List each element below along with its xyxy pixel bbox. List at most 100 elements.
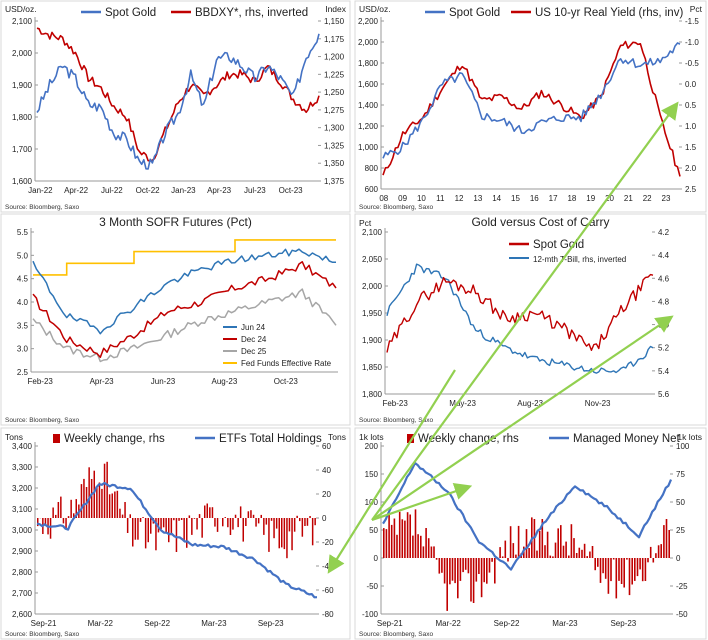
x-tick-label: 16	[530, 194, 539, 203]
x-tick-label: Sep-21	[377, 619, 403, 628]
y-left-tick-label: 1,400	[358, 101, 379, 110]
weekly-change-bar	[404, 520, 406, 558]
y-left-tick-label: 4.5	[17, 275, 29, 284]
y-right-tick-label: 100	[676, 442, 690, 451]
weekly-change-bar	[483, 558, 485, 583]
weekly-change-bar	[175, 518, 178, 552]
weekly-change-bar	[173, 518, 175, 521]
x-tick-label: Jan-22	[28, 186, 53, 195]
weekly-change-bar	[162, 518, 165, 528]
x-tick-label: Aug-23	[212, 377, 238, 386]
weekly-change-bar	[570, 524, 573, 558]
weekly-change-bar	[55, 514, 57, 518]
weekly-change-bar	[275, 518, 278, 529]
chart-etf-holdings: Tons Tons Weekly change, rhs ETFs Total Hol…	[5, 432, 346, 638]
source-note: Source: Bloomberg, Saxo	[5, 204, 79, 211]
y-left-tick-label: 1,950	[362, 309, 383, 318]
weekly-change-bar	[139, 518, 142, 522]
weekly-change-bar	[286, 518, 288, 559]
weekly-change-bar	[268, 518, 270, 552]
weekly-change-bar	[385, 529, 388, 558]
y-left-tick-label: 2,700	[12, 589, 33, 598]
x-tick-label: 14	[492, 194, 501, 203]
panel-frame-gold-real-yield	[354, 0, 707, 213]
weekly-change-bar	[591, 546, 594, 558]
weekly-change-bar	[494, 558, 496, 584]
x-tick-label: Apr-23	[207, 186, 232, 195]
weekly-change-bar	[60, 496, 62, 518]
legend-t-bill: 12-mth T-Bill, rhs, inverted	[533, 255, 626, 264]
weekly-change-bar	[239, 506, 242, 518]
weekly-change-bar	[604, 558, 607, 579]
y-left-tick-label: 2,900	[12, 547, 33, 556]
weekly-change-bar	[417, 534, 419, 558]
y-left-tick-label: 200	[365, 442, 379, 451]
x-tick-label: Mar-22	[88, 619, 114, 628]
y-right-tick-label: 25	[676, 526, 685, 535]
weekly-change-bar	[245, 518, 247, 526]
legend-spot-gold: Spot Gold	[105, 7, 156, 19]
weekly-change-bar	[44, 518, 47, 526]
x-tick-label: 23	[662, 194, 671, 203]
weekly-change-bar	[103, 463, 106, 518]
weekly-change-bar	[454, 558, 456, 584]
weekly-change-bar	[649, 546, 652, 558]
weekly-change-bar	[227, 518, 229, 528]
panel-frame-managed-money	[354, 427, 707, 640]
weekly-change-bar	[49, 518, 52, 539]
x-tick-label: 15	[511, 194, 520, 203]
weekly-change-bar	[52, 507, 54, 518]
legend-holdings: ETFs Total Holdings	[219, 433, 322, 445]
weekly-change-bar	[134, 518, 137, 540]
weekly-change-bar	[124, 502, 126, 518]
weekly-change-bar	[552, 556, 554, 558]
y-left-tick-label: 800	[365, 164, 379, 173]
y-right-tick-label: 60	[322, 442, 331, 451]
weekly-change-bar	[273, 518, 275, 539]
chart-gold-dxy: USD/oz. Index Spot Gold BBDXY*, rhs, invert…	[5, 4, 347, 211]
weekly-change-bar	[314, 518, 316, 526]
y-left-tick-label: 2,000	[12, 49, 33, 58]
weekly-change-bar	[147, 518, 149, 543]
y-right-tick-label: 20	[322, 490, 331, 499]
weekly-change-bar	[155, 518, 157, 551]
x-tick-label: Nov-23	[585, 399, 611, 408]
weekly-change-bar	[623, 558, 625, 588]
weekly-change-bar	[668, 530, 670, 558]
y-right-tick-label: 0	[322, 514, 327, 523]
source-note: Source: Bloomberg, Saxo	[5, 631, 79, 638]
y-left-tick-label: -100	[362, 610, 379, 619]
weekly-change-bar	[655, 553, 657, 558]
unit-left: Tons	[5, 432, 23, 442]
y-right-tick-label: 5.4	[658, 367, 670, 376]
weekly-change-bar	[607, 558, 610, 594]
weekly-change-bar	[433, 546, 435, 558]
weekly-change-bar	[420, 535, 422, 558]
y-left-tick-label: 1,600	[358, 80, 379, 89]
weekly-change-bar	[165, 518, 167, 533]
y-left-tick-label: 3,100	[12, 505, 33, 514]
weekly-change-bar	[98, 482, 101, 518]
weekly-change-bar	[504, 540, 507, 558]
weekly-change-bar	[464, 558, 467, 570]
legend-spot-gold: Spot Gold	[449, 7, 500, 19]
arrow-gold-to-real-yield	[371, 101, 679, 521]
x-tick-label: Oct-23	[274, 377, 299, 386]
x-tick-label: Mar-22	[435, 619, 461, 628]
weekly-change-bar	[602, 558, 604, 574]
weekly-change-bar	[70, 499, 72, 518]
y-right-tick-label: 50	[676, 498, 685, 507]
x-tick-label: 18	[567, 194, 576, 203]
x-tick-label: 17	[549, 194, 558, 203]
weekly-change-bar	[578, 547, 581, 558]
weekly-change-bar	[180, 518, 183, 520]
weekly-change-bar	[639, 558, 641, 570]
weekly-change-bar	[517, 525, 520, 558]
weekly-change-bar	[549, 555, 552, 558]
x-tick-label: Mar-23	[552, 619, 578, 628]
weekly-change-bar	[62, 518, 65, 524]
y-left-tick-label: 1,800	[358, 59, 379, 68]
weekly-change-bar	[309, 516, 311, 518]
series-fed-funds	[33, 239, 336, 276]
y-left-tick-label: 2,000	[358, 38, 379, 47]
